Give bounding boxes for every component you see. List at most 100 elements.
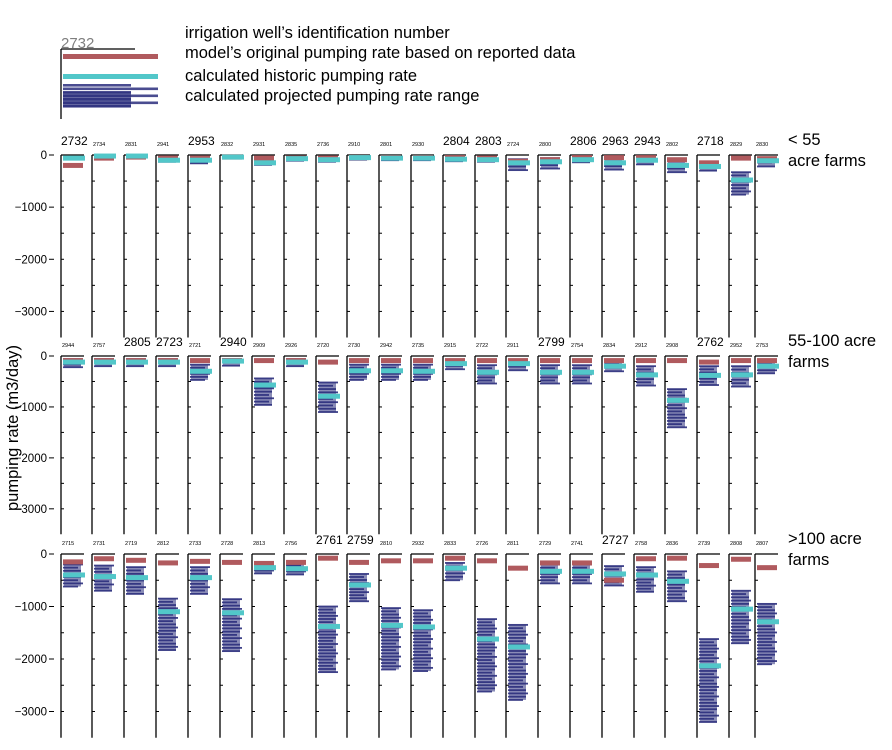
well-id-label: 2807 [756, 541, 768, 547]
projected-range-line [508, 666, 523, 669]
projected-range-line [318, 646, 333, 649]
original-rate-bar [94, 556, 114, 562]
well-id-label: 2831 [125, 142, 137, 148]
group-label-line: >100 acre [788, 530, 862, 548]
well-column: 2728 [219, 541, 244, 738]
projected-range-line [757, 647, 775, 650]
well-column: 2719 [123, 541, 148, 738]
group-label: >100 acre farms [788, 530, 862, 569]
well-id-label: 2727 [602, 533, 629, 547]
historic-rate-bar [158, 157, 180, 163]
projected-range-line [508, 689, 526, 692]
well-id-label: 2724 [507, 142, 519, 148]
original-rate-bar [508, 565, 528, 571]
projected-range-line [94, 589, 112, 592]
projected-range-line [318, 404, 333, 407]
projected-range-line [222, 364, 240, 367]
projected-range-line [445, 575, 463, 578]
projected-range-line [757, 372, 775, 375]
projected-range-line [381, 363, 401, 366]
projected-range-line [508, 699, 523, 701]
projected-range-line [477, 687, 495, 690]
historic-rate-bar [254, 160, 276, 166]
projected-range-line [477, 367, 492, 370]
well-column: 2731 [91, 541, 116, 738]
original-rate-bar [604, 155, 624, 161]
projected-range-line [158, 636, 178, 639]
projected-range-line [222, 633, 237, 636]
projected-range-line [636, 381, 651, 384]
projected-range-line [318, 668, 336, 670]
well-column: 2715 [60, 541, 85, 738]
projected-range-line [667, 593, 682, 596]
historic-rate-bar [190, 157, 212, 163]
projected-range-line [318, 621, 333, 624]
projected-range-line [318, 655, 336, 658]
well-column: 2932 [410, 541, 435, 738]
projected-range-line [254, 404, 272, 406]
well-column: 2833 [442, 541, 467, 738]
well-column: 2830 [754, 142, 779, 338]
projected-range-line [286, 564, 301, 567]
projected-range-band [668, 571, 685, 602]
well-column: 2810 [378, 541, 403, 738]
historic-rate-bar [445, 361, 467, 367]
historic-rate-bar [757, 158, 779, 164]
historic-rate-bar [757, 619, 779, 625]
panel-1: 0 −1000 −2000 −3000 < 55 acre farms 2732 2734 28… [15, 131, 866, 338]
projected-range-line [699, 641, 714, 644]
historic-rate-bar [254, 382, 276, 388]
well-column: 2908 [664, 343, 689, 535]
projected-range-line [757, 625, 772, 628]
projected-range-line [63, 366, 83, 369]
projected-range-line [540, 566, 555, 569]
projected-range-line [667, 600, 687, 603]
projected-range-line [349, 588, 364, 591]
original-rate-bar [757, 358, 777, 364]
legend-original-swatch [63, 54, 158, 59]
well-id-label: 2731 [93, 541, 105, 547]
projected-range-line [699, 647, 719, 650]
projected-range-line [94, 570, 112, 573]
projected-range-line [318, 652, 338, 655]
well-column: 2730 [346, 343, 371, 535]
historic-rate-bar [126, 153, 148, 159]
well-id-label: 2911 [507, 343, 519, 349]
projected-range-line [222, 643, 240, 646]
historic-rate-bar [477, 157, 499, 163]
original-rate-bar [508, 358, 528, 364]
projected-range-line [757, 628, 775, 631]
projected-range-line [126, 569, 141, 572]
projected-range-line [508, 656, 526, 659]
projected-range-line [667, 590, 687, 593]
well-column: 2722 [474, 343, 499, 535]
well-id-label: 2762 [697, 335, 724, 349]
original-rate-bar [636, 155, 656, 161]
original-rate-bar [604, 358, 624, 364]
projected-range-line [318, 643, 338, 645]
legend-historic-swatch [63, 74, 158, 79]
projected-range-line [604, 165, 622, 168]
panel-3: 0 −1000 −2000 −3000 >100 acre farms 2715 2731 27… [15, 530, 862, 738]
projected-range-line [222, 630, 240, 633]
historic-rate-bar [318, 623, 340, 629]
historic-rate-bar [94, 359, 116, 365]
projected-range-line [318, 671, 338, 674]
y-tick-label: −1000 [15, 602, 47, 614]
projected-range-line [757, 606, 772, 608]
projected-range-line [667, 587, 682, 589]
well-column: 2806 [569, 134, 597, 338]
well-id-label: 2756 [285, 541, 297, 547]
historic-rate-bar [381, 155, 403, 161]
well-column: 2757 [91, 343, 116, 535]
group-label-line: < 55 [788, 131, 821, 149]
projected-range-line [540, 364, 560, 367]
projected-range-line [63, 582, 83, 585]
projected-range-line [190, 579, 208, 582]
projected-range-line [508, 695, 526, 698]
projected-range-line [699, 679, 714, 682]
projected-range-line [699, 169, 717, 172]
well-column: 2915 [442, 343, 467, 535]
historic-rate-bar [222, 154, 244, 160]
projected-range-line [413, 657, 433, 660]
